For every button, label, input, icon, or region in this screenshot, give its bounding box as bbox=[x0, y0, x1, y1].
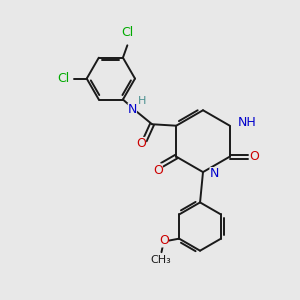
Text: O: O bbox=[153, 164, 163, 176]
Text: O: O bbox=[136, 137, 146, 150]
Text: Cl: Cl bbox=[57, 72, 69, 85]
Text: H: H bbox=[138, 96, 146, 106]
Text: O: O bbox=[159, 235, 169, 248]
Text: Cl: Cl bbox=[121, 26, 134, 39]
Text: O: O bbox=[250, 150, 260, 163]
Text: NH: NH bbox=[238, 116, 257, 129]
Text: CH₃: CH₃ bbox=[151, 255, 171, 265]
Text: N: N bbox=[128, 103, 137, 116]
Text: N: N bbox=[209, 167, 219, 180]
